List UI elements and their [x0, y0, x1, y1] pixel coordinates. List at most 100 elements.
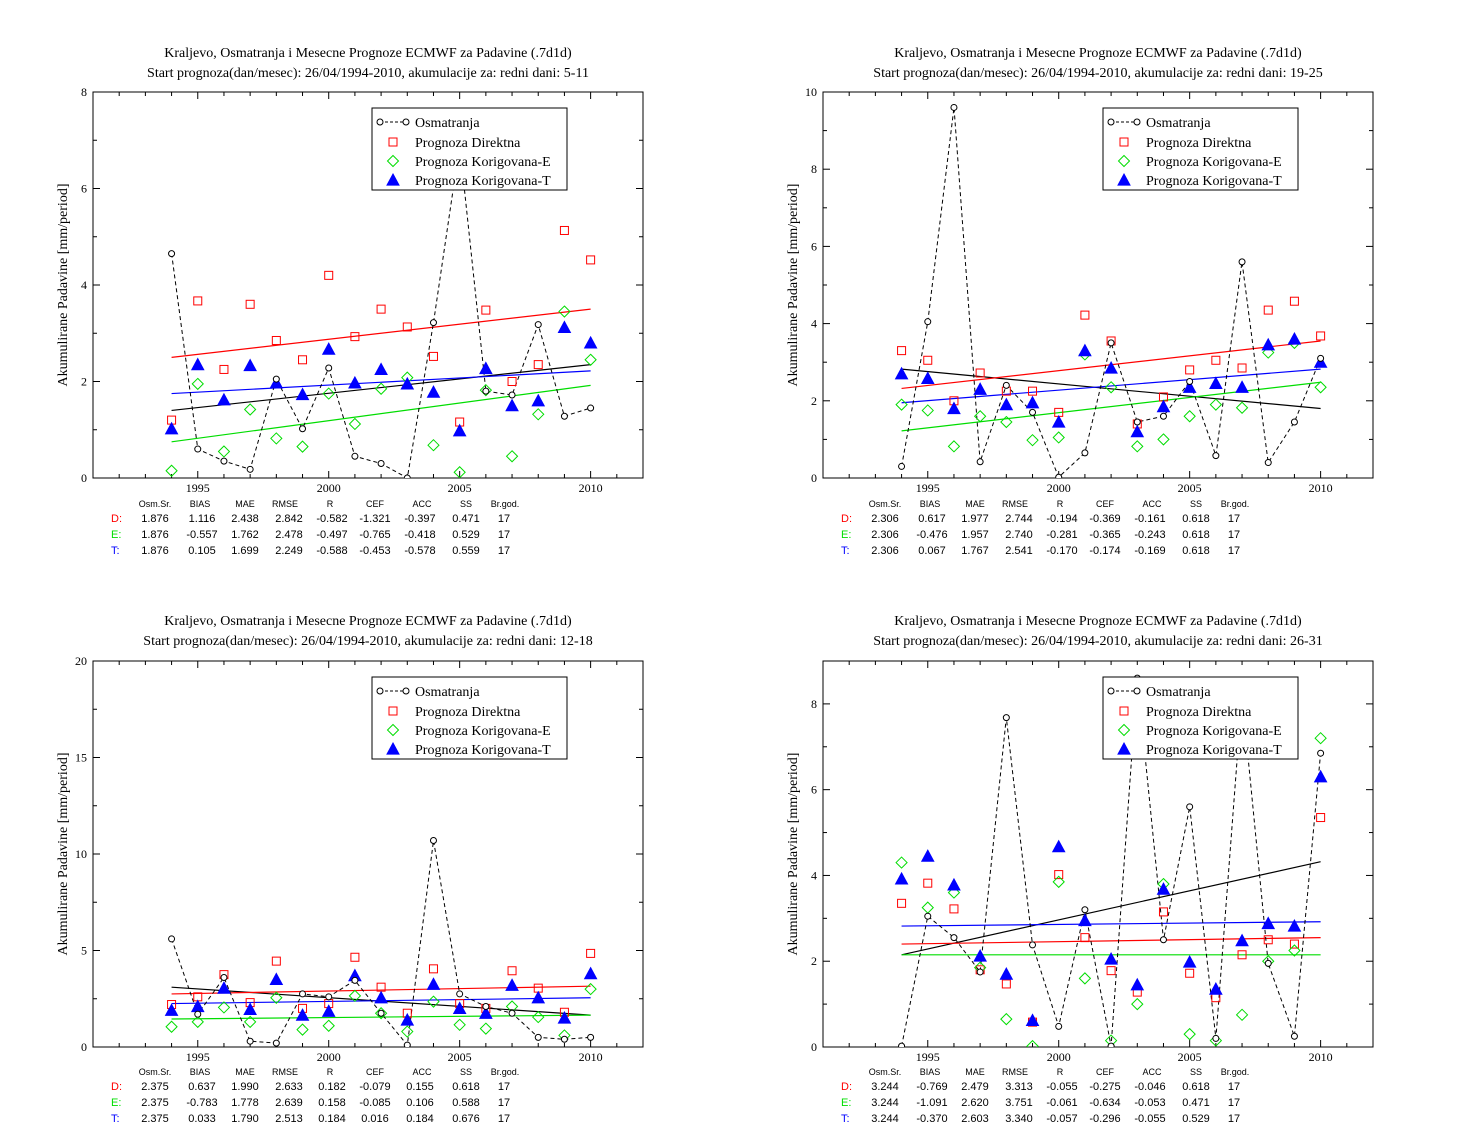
point-korigovana-t [1051, 414, 1066, 428]
point-korigovana-t [348, 375, 362, 389]
x-tick-label: 1995 [916, 1050, 940, 1064]
point-osmatranja [976, 968, 984, 976]
point-korigovana-e [191, 1015, 204, 1029]
x-tick-label: 1995 [186, 481, 210, 495]
stats-header: Br.god. [491, 499, 520, 509]
point-korigovana-t [452, 423, 467, 437]
stats-value: 3.244 [871, 1081, 899, 1093]
y-tick-label: 4 [81, 278, 87, 292]
stats-value: 1.957 [961, 529, 989, 541]
stats-header: SS [1190, 499, 1202, 509]
stats-header: ACC [1142, 1067, 1162, 1077]
point-direktna [1237, 950, 1247, 960]
point-korigovana-t [452, 1001, 467, 1014]
y-tick-label: 8 [811, 162, 817, 176]
stats-value: 1.699 [231, 545, 259, 557]
y-tick-label: 20 [75, 654, 87, 668]
point-direktna [586, 948, 596, 958]
stats-header: Osm.Sr. [869, 499, 902, 509]
stats-value: 2.375 [141, 1081, 169, 1093]
stats-header: Br.god. [1221, 499, 1250, 509]
y-tick-label: 6 [811, 783, 817, 797]
stats-value: 17 [1228, 1081, 1240, 1093]
stats-value: -0.053 [1134, 1097, 1165, 1109]
point-korigovana-e [921, 404, 934, 417]
point-osmatranja [1186, 803, 1194, 811]
point-osmatranja [482, 387, 490, 395]
stats-row-label: T: [841, 545, 850, 557]
point-korigovana-t [1287, 919, 1302, 932]
stats-value: -0.582 [316, 513, 347, 525]
x-tick-label: 2005 [1178, 481, 1202, 495]
point-korigovana-e [1183, 1027, 1196, 1041]
stats-header: Osm.Sr. [139, 1067, 172, 1077]
stats-header: BIAS [920, 1067, 941, 1077]
point-osmatranja [950, 103, 958, 111]
point-osmatranja [1317, 354, 1325, 362]
legend-marker-korigovana-t [1117, 172, 1131, 186]
stats-header: SS [460, 1067, 472, 1077]
point-korigovana-t [479, 361, 493, 375]
point-osmatranja [246, 465, 254, 473]
stats-header: ACC [1142, 499, 1162, 509]
point-osmatranja [299, 425, 307, 433]
stats-value: -0.557 [186, 529, 217, 541]
stats-value: -0.365 [1089, 529, 1120, 541]
stats-value: 0.618 [1182, 545, 1210, 557]
point-korigovana-t [269, 972, 284, 986]
point-korigovana-e [505, 450, 519, 463]
stats-value: 0.016 [361, 1113, 389, 1125]
point-direktna [219, 364, 229, 374]
point-direktna [1158, 907, 1168, 917]
legend-label: Prognoza Korigovana-T [1146, 174, 1282, 189]
point-direktna [507, 966, 517, 976]
point-osmatranja [482, 1002, 490, 1010]
x-tick-label: 2005 [1178, 1050, 1202, 1064]
y-tick-label: 8 [811, 697, 817, 711]
point-direktna [1054, 870, 1064, 880]
point-korigovana-t [557, 320, 572, 334]
legend-label: Osmatranja [1146, 685, 1211, 700]
y-tick-label: 5 [81, 944, 87, 958]
x-tick-label: 1995 [916, 481, 940, 495]
point-osmatranja [1186, 378, 1194, 385]
chart-title: Kraljevo, Osmatranja i Mesecne Prognoze … [894, 614, 1302, 629]
stats-value: 1.790 [231, 1113, 259, 1125]
point-direktna [1211, 355, 1221, 365]
point-korigovana-t [295, 1008, 310, 1021]
chart-title: Kraljevo, Osmatranja i Mesecne Prognoze … [164, 614, 572, 629]
y-tick-label: 15 [75, 751, 87, 765]
point-osmatranja [272, 375, 280, 383]
stats-value: 0.618 [1182, 1081, 1210, 1093]
stats-header: MAE [235, 499, 255, 509]
point-direktna [1263, 305, 1273, 315]
point-korigovana-e [1000, 415, 1013, 429]
point-korigovana-t [973, 382, 987, 395]
legend-marker-osmatranja [1107, 118, 1115, 126]
point-direktna [193, 296, 203, 306]
y-tick-label: 0 [811, 471, 817, 485]
point-korigovana-t [1209, 982, 1223, 995]
stats-value: 2.306 [871, 529, 899, 541]
stats-value: 2.306 [871, 513, 899, 525]
stats-value: 3.340 [1005, 1113, 1033, 1125]
point-korigovana-t [1156, 399, 1171, 413]
stats-value: 0.617 [918, 513, 946, 525]
point-korigovana-t [1078, 343, 1092, 357]
chart-panel-4: Kraljevo, Osmatranja i Mesecne Prognoze … [786, 614, 1374, 1125]
point-korigovana-t [894, 366, 909, 380]
point-direktna [1316, 813, 1326, 823]
point-osmatranja [1264, 959, 1272, 967]
legend-marker-korigovana-e [386, 154, 400, 168]
stats-header: ACC [412, 1067, 432, 1077]
point-osmatranja [534, 1033, 542, 1041]
point-korigovana-e [1026, 433, 1039, 447]
point-osmatranja [325, 993, 333, 1001]
stats-header: SS [1190, 1067, 1202, 1077]
point-direktna [271, 335, 281, 345]
point-korigovana-t [999, 967, 1014, 980]
point-osmatranja [1212, 452, 1220, 460]
legend-marker-direktna [388, 706, 398, 716]
point-korigovana-e [1183, 410, 1196, 423]
trend-line-E [171, 384, 591, 443]
